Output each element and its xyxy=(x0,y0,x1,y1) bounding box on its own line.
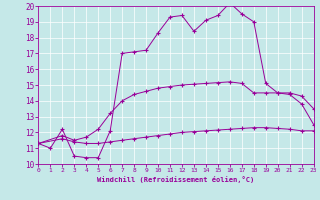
X-axis label: Windchill (Refroidissement éolien,°C): Windchill (Refroidissement éolien,°C) xyxy=(97,176,255,183)
